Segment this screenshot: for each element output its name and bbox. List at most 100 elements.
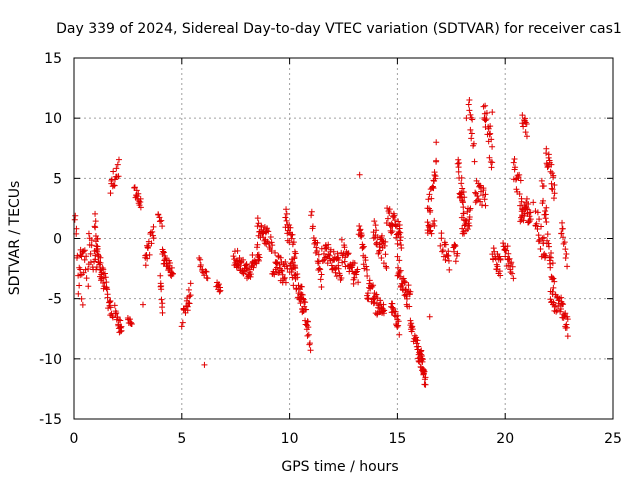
data-point	[282, 279, 289, 286]
data-point	[351, 260, 358, 267]
data-point	[503, 247, 510, 254]
data-point	[419, 358, 426, 365]
data-point	[471, 158, 478, 165]
data-point	[535, 232, 542, 239]
data-point	[102, 274, 109, 281]
data-point	[513, 186, 520, 193]
data-point	[159, 223, 166, 230]
data-point	[461, 194, 468, 201]
data-point	[335, 257, 342, 264]
data-point	[442, 241, 449, 248]
data-point	[320, 257, 327, 264]
data-point	[422, 381, 429, 388]
data-point	[439, 247, 446, 254]
data-point	[79, 301, 86, 308]
data-point	[486, 131, 493, 138]
data-point	[103, 285, 110, 292]
data-point	[438, 235, 445, 242]
data-point	[468, 130, 475, 137]
data-point	[378, 254, 385, 261]
data-point	[394, 312, 401, 319]
data-point	[197, 256, 204, 263]
data-point	[464, 226, 471, 233]
data-point	[475, 196, 482, 203]
data-point	[87, 259, 94, 266]
data-point	[527, 209, 534, 216]
data-point	[401, 278, 408, 285]
data-point	[75, 290, 82, 297]
data-point	[144, 255, 151, 262]
data-point	[534, 209, 541, 216]
data-point	[358, 232, 365, 239]
data-point	[184, 303, 191, 310]
data-point	[341, 244, 348, 251]
data-point	[545, 151, 552, 158]
data-point	[92, 218, 99, 225]
data-point	[480, 187, 487, 194]
data-point	[543, 218, 550, 225]
data-point	[397, 229, 404, 236]
data-point	[403, 295, 410, 302]
data-point	[393, 234, 400, 241]
data-point	[456, 160, 462, 167]
y-tick-label: 15	[44, 51, 62, 67]
data-point	[490, 245, 497, 252]
data-point	[290, 239, 297, 246]
data-point	[466, 222, 473, 229]
data-point	[519, 112, 526, 119]
data-point	[488, 136, 495, 143]
data-point	[359, 244, 366, 251]
data-point	[550, 284, 557, 291]
data-point	[518, 198, 525, 205]
data-point	[317, 276, 324, 283]
data-point	[489, 143, 496, 150]
data-point	[539, 235, 546, 242]
data-point	[111, 302, 118, 309]
data-point	[255, 257, 262, 264]
data-point	[256, 254, 263, 261]
data-point	[557, 308, 564, 315]
data-point	[280, 275, 287, 282]
data-point	[523, 195, 530, 202]
data-point	[389, 300, 396, 307]
data-point	[278, 267, 285, 274]
data-point	[549, 274, 556, 281]
y-tick-label: -10	[39, 352, 62, 368]
data-point	[548, 185, 555, 192]
data-point	[203, 268, 210, 275]
data-point	[250, 264, 257, 271]
data-point	[405, 282, 412, 289]
data-point	[283, 206, 290, 213]
data-point	[488, 164, 495, 171]
data-point	[356, 227, 363, 234]
data-point	[289, 256, 296, 263]
data-point	[186, 293, 193, 300]
data-point	[118, 323, 125, 330]
data-point	[527, 216, 534, 223]
data-point	[487, 130, 494, 137]
data-point	[394, 253, 401, 260]
data-point	[384, 215, 391, 222]
data-point	[395, 322, 402, 329]
data-point	[279, 271, 286, 278]
data-point	[389, 222, 396, 229]
data-point	[202, 268, 209, 275]
data-point	[348, 264, 355, 271]
data-point	[236, 255, 243, 262]
data-point	[291, 262, 298, 269]
data-point	[259, 230, 266, 237]
data-point	[467, 111, 474, 118]
data-point	[179, 319, 186, 326]
data-point	[520, 217, 527, 224]
data-point	[169, 270, 176, 277]
data-point	[382, 238, 389, 245]
data-point	[186, 300, 193, 307]
x-tick-label: 0	[70, 431, 79, 447]
data-point	[491, 248, 498, 255]
data-point	[370, 282, 377, 289]
data-point	[128, 320, 135, 327]
data-point	[396, 331, 403, 338]
data-point	[115, 156, 122, 163]
data-point	[467, 126, 474, 133]
